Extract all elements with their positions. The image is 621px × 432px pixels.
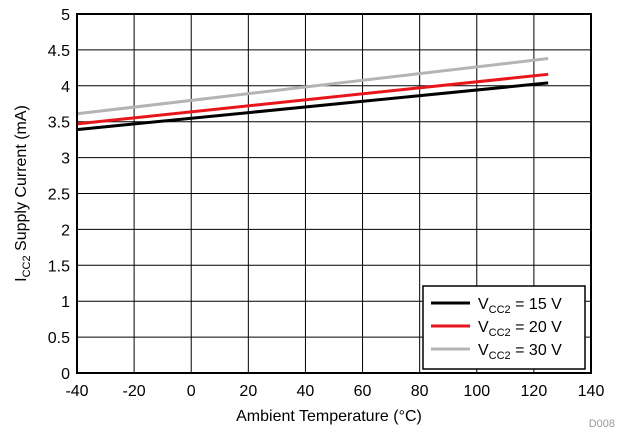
y-tick-label: 0 — [61, 366, 70, 383]
x-tick-label: 0 — [187, 383, 196, 400]
y-tick-label: 2.5 — [48, 187, 70, 204]
series-line — [76, 57, 549, 116]
figure-id: D008 — [589, 418, 615, 430]
x-tick-label: 40 — [297, 383, 315, 400]
y-tick-label: 5 — [61, 7, 70, 24]
y-tick-label: 0.5 — [48, 330, 70, 347]
series-line — [76, 81, 549, 132]
x-tick-label: 120 — [521, 383, 548, 400]
legend-label-main: V — [478, 342, 489, 359]
legend-label-main: V — [478, 296, 489, 313]
y-axis-title-rest: Supply Current (mA) — [13, 105, 30, 255]
y-axis-title: ICC2 Supply Current (mA) — [13, 105, 33, 282]
x-axis-title: Ambient Temperature (°C) — [236, 408, 422, 425]
legend-label-sub: CC2 — [489, 350, 511, 362]
x-tick-label: 60 — [354, 383, 372, 400]
legend-label-rest: = 20 V — [511, 319, 562, 336]
legend-label: VCC2 = 15 V — [478, 296, 562, 316]
x-tick-label: 20 — [239, 383, 257, 400]
x-tick-label: 80 — [411, 383, 429, 400]
legend-label-sub: CC2 — [489, 304, 511, 316]
y-tick-label: 4.5 — [48, 43, 70, 60]
x-tick-label: -20 — [123, 383, 146, 400]
y-tick-label: 1.5 — [48, 258, 70, 275]
legend-label-sub: CC2 — [489, 327, 511, 339]
legend-label-main: V — [478, 319, 489, 336]
y-tick-label: 4 — [61, 79, 70, 96]
y-tick-labels: 0 0.5 1 1.5 2 2.5 3 3.5 4 4.5 5 — [48, 7, 70, 383]
legend-label: VCC2 = 30 V — [478, 342, 562, 362]
series-lines — [76, 57, 549, 132]
x-tick-label: 140 — [578, 383, 605, 400]
legend-label-rest: = 30 V — [511, 342, 562, 359]
x-tick-labels: -40 -20 0 20 40 60 80 100 120 140 — [65, 383, 604, 400]
y-tick-label: 3 — [61, 151, 70, 168]
plot-frame — [76, 13, 592, 374]
legend-label-rest: = 15 V — [511, 296, 562, 313]
y-tick-label: 1 — [61, 294, 70, 311]
y-axis-title-main: I — [13, 277, 30, 281]
y-tick-label: 3.5 — [48, 115, 70, 132]
x-tick-label: 100 — [463, 383, 490, 400]
x-tick-label: -40 — [65, 383, 88, 400]
series-line — [76, 72, 549, 126]
legend-label: VCC2 = 20 V — [478, 319, 562, 339]
y-axis-title-sub: CC2 — [21, 255, 33, 277]
y-tick-label: 2 — [61, 222, 70, 239]
